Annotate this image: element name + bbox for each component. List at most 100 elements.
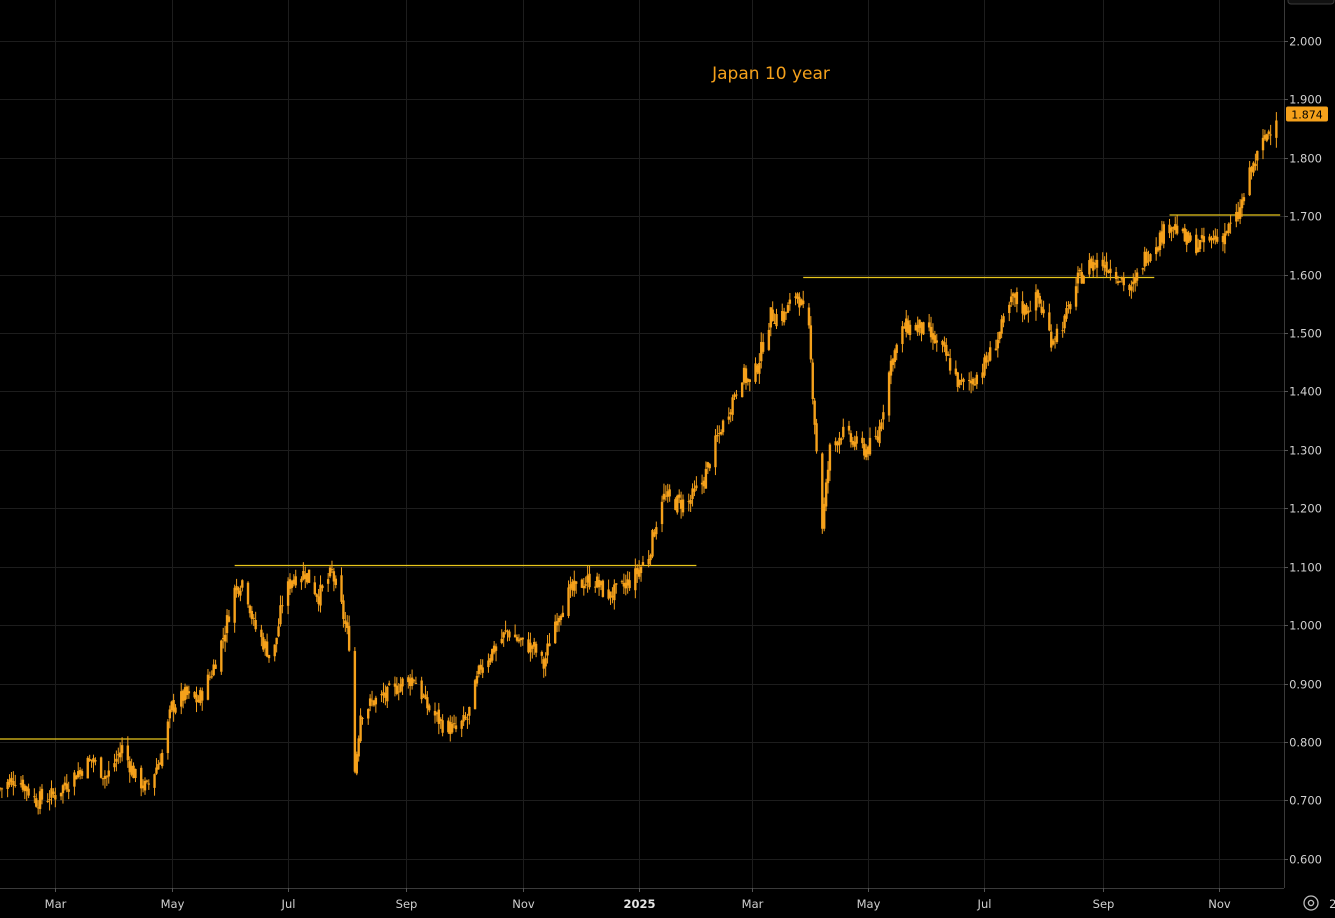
candle-body [687,501,690,503]
candle-body [292,579,296,584]
candle-body [481,667,484,673]
candle-body [59,792,63,797]
candle-body [174,707,177,713]
candle-body [968,380,971,382]
scale-button[interactable] [1287,0,1335,5]
candle-body [105,776,109,778]
candle-body [300,578,303,583]
candle-body [1214,235,1217,240]
candle-body [601,580,605,597]
last-price-tag-background [1286,106,1328,122]
candle-body [1143,251,1146,267]
candle-body [681,499,685,513]
candle-body [863,443,866,456]
time-axis[interactable]: Mar May Jul Sep Nov 2025 Mar May Jul Sep Nov 20 [45,888,1335,911]
candle-body [567,587,570,616]
candle-body [1252,162,1255,173]
candle-body [50,788,53,798]
candle-body [426,697,429,709]
candle-body [367,709,370,719]
candle-body [1269,134,1272,136]
candle-body [840,438,843,441]
candle-body [636,568,639,575]
candle-body [876,436,879,441]
candle-body [655,527,658,535]
y-tick-label: 1.500 [1289,327,1322,341]
chart-title: Japan 10 year [711,64,830,84]
candle-body [27,788,30,796]
candle-body [908,324,912,335]
candle-body [927,322,931,328]
candle-body [607,589,610,599]
candle-body [260,629,263,638]
candle-body [168,709,172,719]
candle-body [447,720,450,733]
candle-body [1118,281,1122,283]
candle-body [962,378,965,382]
candle-body [1063,315,1066,329]
candle-body [1133,277,1137,283]
candle-body [212,664,215,676]
candle-body [882,412,885,420]
candle-body [441,720,444,733]
candle-body [1227,223,1230,234]
candle-body [1240,199,1244,209]
candle-body [1154,247,1158,255]
candle-body [634,568,637,591]
candle-body [1216,236,1219,242]
candle-body [227,616,231,622]
candle-body [1025,305,1028,314]
candle-body [220,640,223,672]
candle-body [210,676,213,678]
candle-body [714,435,717,468]
candle-body [756,365,759,373]
candle-body [35,798,38,807]
candle-body [574,581,578,584]
candle-body [77,771,80,777]
x-tick-label: Sep [396,897,418,911]
candle-body [1036,290,1040,298]
candle-body [513,634,517,638]
candle-body [61,785,65,794]
y-tick-label: 1.600 [1289,269,1322,283]
candle-body [719,432,723,435]
candle-body [582,585,586,589]
candle-body [595,576,599,588]
candles [0,112,1278,815]
candle-body [847,425,851,431]
candle-body [159,762,162,765]
candle-body [674,499,677,510]
candle-body [559,615,563,620]
candle-body [969,380,973,384]
candle-body [250,610,254,620]
candle-body [987,360,990,362]
candle-body [828,444,832,471]
candle-body [981,372,984,378]
candle-body [1265,134,1269,141]
candle-body [1122,277,1125,286]
candle-body [761,342,765,352]
price-axis[interactable]: 2.000 1.900 1.800 1.700 1.600 1.500 1.400 1.300… [1284,35,1322,867]
candle-body [90,759,93,761]
candle-body [1095,259,1099,268]
candle-body [1198,239,1202,249]
y-tick-label: 0.900 [1289,678,1322,692]
candle-body [802,300,805,305]
candle-body [754,363,757,382]
candle-body [918,319,921,328]
candle-body [527,639,530,653]
x-tick-label: 20 [1329,897,1335,911]
candle-body [809,325,813,360]
candle-body [702,480,706,487]
candle-body [1107,270,1110,273]
candle-body [388,683,391,686]
candle-body [853,441,856,447]
candle-body [134,768,137,778]
candle-body [1170,227,1173,232]
candle-body [359,715,362,742]
candle-body [195,694,198,703]
y-tick-label: 1.000 [1289,619,1322,633]
gear-icon[interactable] [1303,895,1319,911]
candle-body [157,764,160,770]
